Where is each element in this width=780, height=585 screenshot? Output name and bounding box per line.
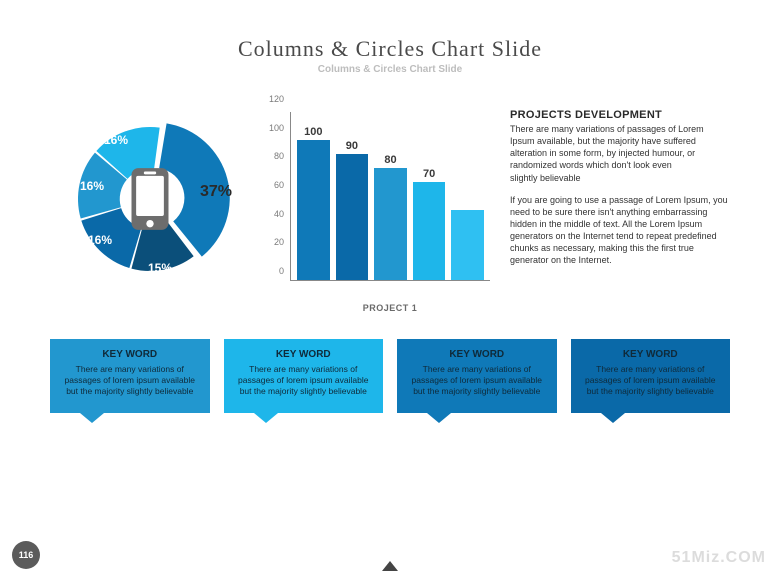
donut-slice-label: 16% — [80, 179, 104, 193]
bar-chart-xlabel: PROJECT 1 — [290, 303, 490, 313]
bar — [451, 210, 484, 280]
bar — [413, 182, 446, 280]
slide-title: Columns & Circles Chart Slide — [50, 36, 730, 62]
description-title: PROJECTS DEVELOPMENT — [510, 109, 730, 121]
bar — [374, 168, 407, 280]
card-title: KEY WORD — [407, 349, 547, 360]
donut-chart: 37% 15% 16% 16% 16% — [50, 109, 250, 313]
bar-value-label: 80 — [384, 154, 396, 166]
card-arrow-icon — [601, 413, 625, 423]
keyword-card: KEY WORD There are many variations of pas… — [571, 339, 731, 413]
watermark: 51Miz.COM — [672, 549, 766, 567]
card-arrow-icon — [80, 413, 104, 423]
y-tick-label: 40 — [274, 209, 284, 219]
y-tick-label: 20 — [274, 237, 284, 247]
bar-value-label: 100 — [304, 126, 322, 138]
y-tick-label: 0 — [279, 266, 284, 276]
bar-column: 90 — [336, 112, 369, 280]
footer-triangle-icon — [382, 561, 398, 571]
slide-subtitle: Columns & Circles Chart Slide — [50, 64, 730, 75]
bar-value-label: 90 — [346, 140, 358, 152]
card-title: KEY WORD — [581, 349, 721, 360]
y-tick-label: 80 — [274, 151, 284, 161]
description-paragraph: If you are going to use a passage of Lor… — [510, 194, 730, 267]
keyword-card: KEY WORD There are many variations of pas… — [50, 339, 210, 413]
card-body: There are many variations of passages of… — [60, 364, 200, 397]
y-tick-label: 120 — [269, 94, 284, 104]
donut-center — [113, 162, 187, 236]
description-block: PROJECTS DEVELOPMENT There are many vari… — [500, 109, 730, 313]
bar-value-label: 70 — [423, 168, 435, 180]
card-arrow-icon — [254, 413, 278, 423]
card-body: There are many variations of passages of… — [581, 364, 721, 397]
page-number-badge: 116 — [12, 541, 40, 569]
card-arrow-icon — [427, 413, 451, 423]
donut-slice-label: 37% — [200, 183, 232, 201]
description-paragraph: There are many variations of passages of… — [510, 123, 730, 172]
bar-column: 100 — [297, 112, 330, 280]
phone-icon — [113, 162, 187, 236]
donut-slice-label: 16% — [88, 233, 112, 247]
bar-column: 70 — [413, 112, 446, 280]
bar-column: 80 — [374, 112, 407, 280]
bar-chart: 020406080100120 100908070 PROJECT 1 — [260, 109, 490, 313]
y-tick-label: 60 — [274, 180, 284, 190]
bar — [297, 140, 330, 280]
card-body: There are many variations of passages of… — [407, 364, 547, 397]
bar — [336, 154, 369, 280]
bar-column — [451, 112, 484, 280]
keyword-card: KEY WORD There are many variations of pas… — [224, 339, 384, 413]
donut-slice-label: 15% — [148, 261, 172, 275]
cards-row: KEY WORD There are many variations of pas… — [50, 339, 730, 413]
y-tick-label: 100 — [269, 123, 284, 133]
card-title: KEY WORD — [60, 349, 200, 360]
card-title: KEY WORD — [234, 349, 374, 360]
keyword-card: KEY WORD There are many variations of pas… — [397, 339, 557, 413]
card-body: There are many variations of passages of… — [234, 364, 374, 397]
description-paragraph: slightly believable — [510, 172, 730, 184]
donut-slice-label: 16% — [104, 133, 128, 147]
